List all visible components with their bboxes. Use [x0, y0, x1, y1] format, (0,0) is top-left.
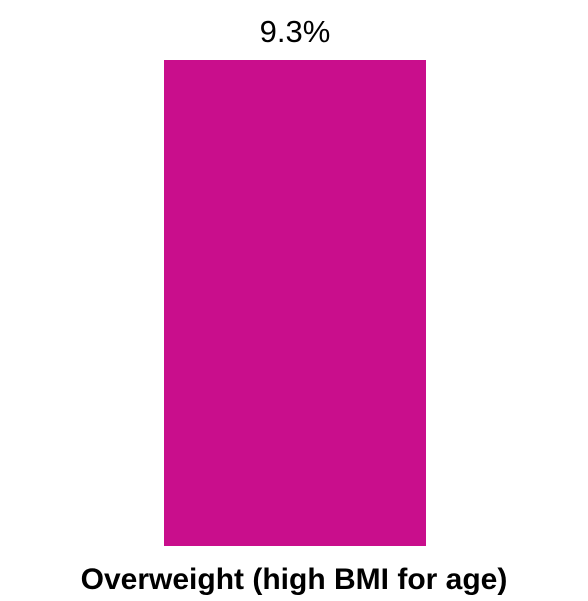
category-labels-group: Overweight (high BMI for age)	[81, 563, 508, 596]
bars-group	[164, 60, 426, 546]
bar-0	[164, 60, 426, 546]
data-label-0: 9.3%	[260, 14, 331, 49]
data-labels-group: 9.3%	[260, 14, 331, 49]
category-label-0: Overweight (high BMI for age)	[81, 563, 508, 596]
